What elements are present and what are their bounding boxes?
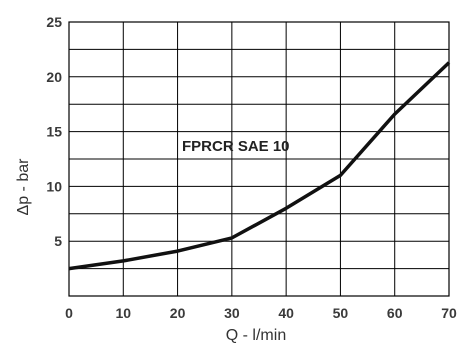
series-layer <box>68 61 451 271</box>
series-line <box>68 61 451 271</box>
x-tick-label: 60 <box>387 305 403 321</box>
y-tick-label: 15 <box>46 124 62 140</box>
y-tick-label: 5 <box>54 233 62 249</box>
grid <box>68 21 450 297</box>
y-tick-label: 10 <box>46 178 62 194</box>
y-tick-label: 25 <box>46 14 62 30</box>
x-axis-label: Q - l/min <box>226 327 286 344</box>
x-tick-label: 20 <box>170 305 186 321</box>
tick-labels: 0 10 20 30 40 50 60 70 5 10 15 20 25 <box>46 14 457 321</box>
x-tick-label: 0 <box>65 305 73 321</box>
y-axis-label: Δp - bar <box>15 158 32 216</box>
y-tick-label: 20 <box>46 69 62 85</box>
x-tick-label: 40 <box>278 305 294 321</box>
x-tick-label: 70 <box>441 305 457 321</box>
x-tick-label: 10 <box>115 305 131 321</box>
x-tick-label: 50 <box>333 305 349 321</box>
x-tick-label: 30 <box>224 305 240 321</box>
chart-annotation: FPRCR SAE 10 <box>182 138 290 155</box>
